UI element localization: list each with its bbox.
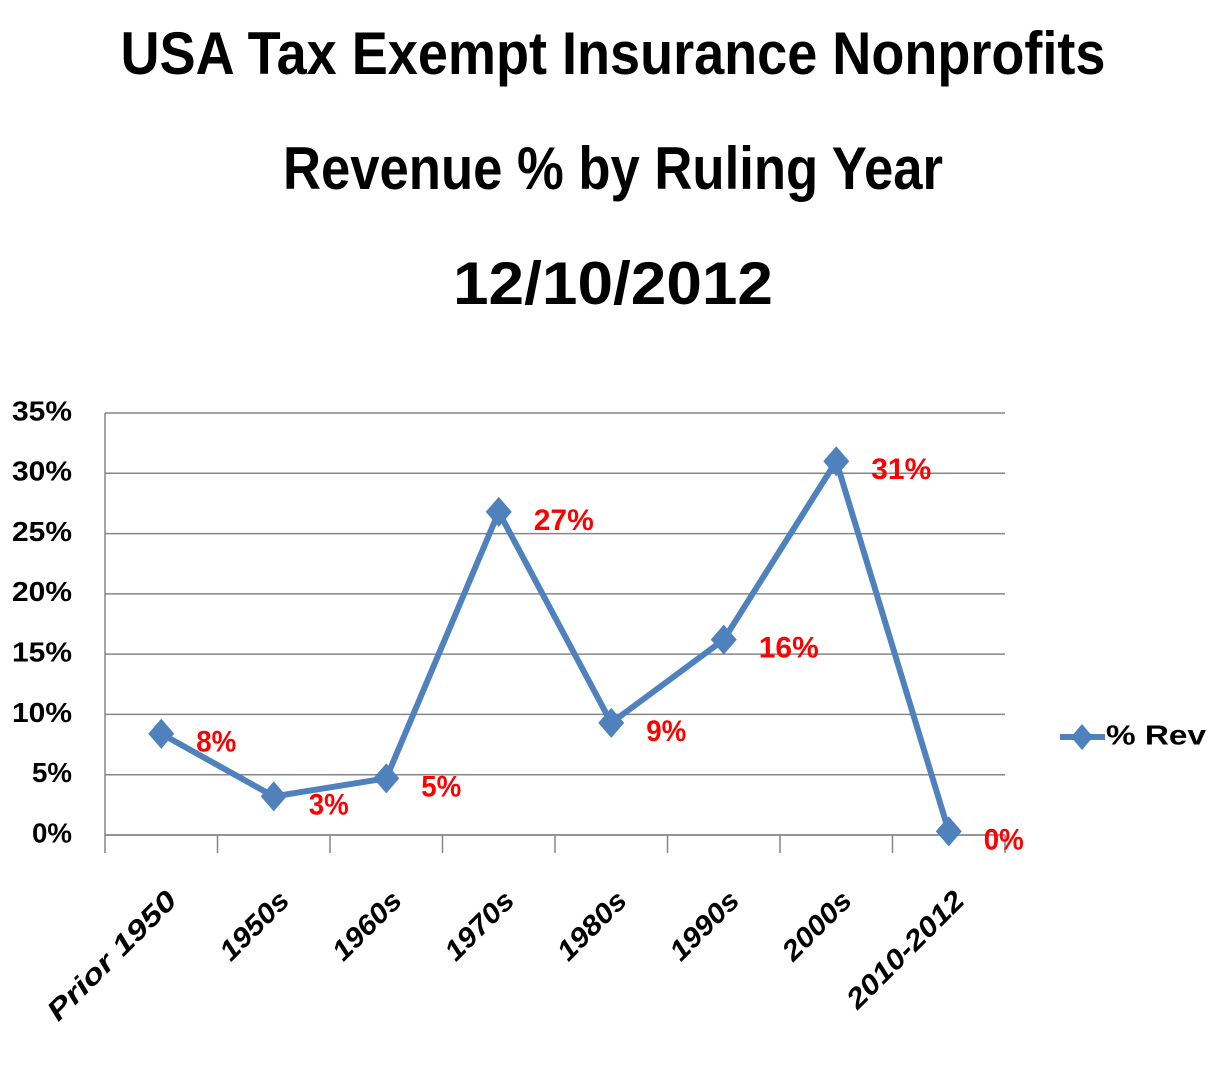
data-label: 3% [309, 788, 349, 821]
data-label: 0% [984, 823, 1024, 856]
data-label: 31% [871, 453, 931, 486]
data-label: 8% [196, 726, 236, 759]
x-tick-label: 1980s [551, 885, 633, 967]
x-tick-label: 1960s [326, 885, 408, 967]
point [710, 624, 737, 655]
x-tick-label: 1970s [438, 885, 520, 967]
legend-marker [1071, 724, 1093, 750]
chart-title: USA Tax Exempt Insurance Nonprofits [121, 20, 1106, 87]
data-label: 27% [534, 504, 594, 537]
point [485, 496, 512, 527]
point [373, 763, 400, 794]
y-tick-label: 10% [12, 697, 72, 728]
y-tick-label: 5% [32, 757, 72, 788]
legend-label: % Rev [1106, 719, 1207, 750]
x-tick-label: 1950s [213, 885, 295, 967]
y-tick-label: 25% [12, 516, 72, 547]
y-tick-label: 0% [32, 817, 72, 848]
data-label: 16% [759, 632, 819, 665]
x-tick-label: 2000s [775, 885, 858, 968]
point [935, 816, 962, 847]
y-tick-label: 15% [12, 637, 72, 668]
x-tick-label: 2010-2012 [839, 884, 970, 1015]
x-tick-label: Prior 1950 [41, 884, 184, 1027]
series-line [159, 458, 952, 833]
chart-title: 12/10/2012 [453, 250, 773, 317]
point [148, 718, 175, 749]
data-label: 5% [421, 770, 461, 803]
data-label: 9% [646, 715, 686, 748]
point [260, 781, 287, 812]
y-tick-label: 30% [12, 456, 72, 487]
point [598, 707, 625, 738]
x-tick-label: 1990s [663, 885, 745, 967]
y-tick-label: 20% [12, 576, 72, 607]
point [823, 446, 850, 477]
y-tick-label: 35% [12, 395, 72, 426]
chart-title: Revenue % by Ruling Year [283, 135, 943, 202]
